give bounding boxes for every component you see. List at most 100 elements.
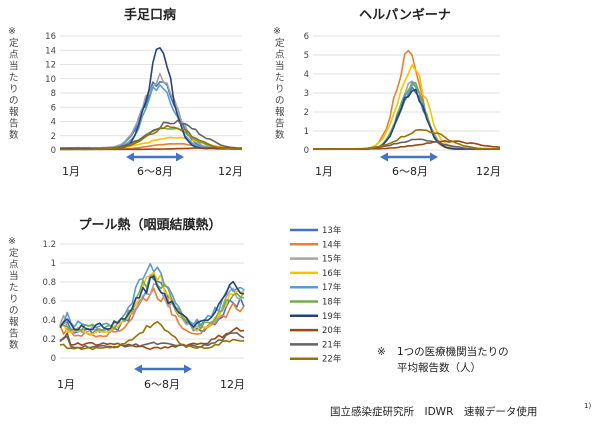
- series-line-15年: [60, 72, 243, 149]
- axis-hfmd: 0 2 4 6 8 10 12 14 16: [45, 32, 242, 156]
- ylabel-char: の: [275, 96, 285, 107]
- ylabel-char: た: [9, 283, 19, 294]
- legend-label: 13年: [322, 225, 342, 236]
- ylabel-char: 数: [9, 339, 19, 351]
- ylabel-char: 告: [9, 118, 19, 130]
- y-tick-label: 2: [304, 108, 309, 118]
- source: 国立感染症研究所 IDWR 速報データ使用 1): [330, 402, 591, 418]
- month-end-3: 12月: [220, 378, 245, 391]
- y-tick-label: 3: [304, 89, 309, 99]
- period-label-2: 6～8月: [392, 165, 428, 178]
- series-line-15年: [313, 80, 500, 150]
- legend-label: 14年: [322, 239, 342, 250]
- y-tick-label: 4: [51, 118, 56, 128]
- ylabel-char: 定: [9, 37, 19, 49]
- ylabel-char: 点: [9, 50, 19, 61]
- ylabel-char: 当: [275, 60, 285, 72]
- source-text: 国立感染症研究所 IDWR 速報データ使用: [330, 405, 537, 418]
- axis-pcf: 0 0.2 0.4 0.6 0.8 1 1.2: [42, 240, 244, 364]
- series-line-22年: [60, 124, 243, 151]
- period-label-3: 6～8月: [144, 378, 180, 391]
- ylabel-char: 定: [275, 37, 285, 49]
- arrow-period-2: [380, 152, 438, 162]
- legend-label: 16年: [322, 268, 342, 279]
- y-tick-label: 6: [51, 103, 56, 113]
- chart-title-herpangina: ヘルパンギーナ: [359, 7, 451, 23]
- note-line2: 平均報告数（人）: [397, 361, 481, 374]
- y-tick-label: 1.2: [42, 240, 56, 250]
- y-tick-label: 0.8: [42, 278, 56, 288]
- y-tick-label: 5: [304, 51, 309, 61]
- y-tick-label: 6: [304, 32, 309, 42]
- series-line-18年: [59, 273, 245, 332]
- month-start-2: 1月: [315, 165, 333, 178]
- legend-label: 19年: [322, 311, 342, 322]
- arrow-period-3: [134, 364, 192, 374]
- ylabel-char: 報: [275, 107, 285, 118]
- y-tick-label: 1: [51, 259, 56, 269]
- legend: 13年 14年 15年 16年 17年 18年 19年 20年 21年 22年: [290, 225, 342, 365]
- source-sup: 1): [584, 402, 591, 410]
- y-tick-label: 12: [45, 61, 56, 71]
- note-line1: 1つの医療機関当たりの: [397, 345, 509, 358]
- arrow-period-1: [126, 152, 184, 162]
- chart-title-pcf: プール熱（咽頭結膜熱）: [78, 217, 221, 233]
- ylabel-char: 報: [9, 317, 19, 328]
- ylabel-char: の: [9, 96, 19, 107]
- series-herpangina: [312, 49, 501, 150]
- chart-title-hfmd: 手足口病: [124, 7, 176, 23]
- note: ※ 1つの医療機関当たりの 平均報告数（人）: [377, 345, 509, 374]
- series-line-20年: [59, 326, 245, 351]
- ylabel-char: た: [9, 73, 19, 84]
- chart-hfmd: 手足口病 ※ 0 2 4 6 8 10 12 14 16 1月 12月 6～8月 定点当たりの報…: [8, 7, 243, 178]
- ylabel-mark-3: ※: [8, 236, 16, 247]
- y-tick-label: 0.2: [42, 335, 56, 345]
- series-line-19年: [59, 275, 245, 331]
- month-start-1: 1月: [62, 165, 80, 178]
- legend-label: 17年: [322, 282, 342, 293]
- y-tick-label: 8: [51, 89, 56, 99]
- ylabel-char: 点: [275, 50, 285, 61]
- y-tick-label: 0: [51, 354, 56, 364]
- month-end-2: 12月: [476, 165, 501, 178]
- ylabel-mark-1: ※: [8, 26, 16, 37]
- month-start-3: 1月: [57, 378, 75, 391]
- y-tick-label: 0: [304, 146, 309, 156]
- month-end-1: 12月: [218, 165, 243, 178]
- series-line-22年: [312, 128, 500, 150]
- chart-pcf: プール熱（咽頭結膜熱） ※ 0 0.2 0.4 0.6 0.8 1 1.2 1月 12月 6…: [8, 217, 245, 391]
- legend-label: 18年: [322, 297, 342, 308]
- series-hfmd: [59, 46, 243, 151]
- ylabel-char: 当: [9, 270, 19, 282]
- ylabel-char: 告: [9, 328, 19, 340]
- ylabel-char: 告: [275, 118, 285, 130]
- series-line-22年: [59, 320, 245, 351]
- ylabel-mark-2: ※: [273, 26, 281, 37]
- y-tick-label: 14: [45, 46, 56, 56]
- ylabel-char: た: [275, 73, 285, 84]
- series-pcf: [59, 262, 245, 351]
- series-line-17年: [59, 84, 242, 149]
- y-tick-label: 0: [51, 146, 56, 156]
- y-tick-label: 0.4: [42, 316, 56, 326]
- legend-label: 20年: [322, 325, 342, 336]
- legend-label: 22年: [322, 354, 342, 365]
- ylabel-char: 報: [9, 107, 19, 118]
- y-tick-label: 2: [51, 132, 56, 142]
- ylabel-char: 点: [9, 260, 19, 271]
- y-tick-label: 1: [304, 127, 309, 137]
- legend-label: 15年: [322, 254, 342, 265]
- ylabel-char: 数: [275, 129, 285, 141]
- note-mark: ※: [377, 346, 386, 358]
- series-line-21年: [59, 331, 245, 349]
- y-tick-label: 16: [45, 32, 56, 42]
- ylabel-char: 定: [9, 247, 19, 259]
- ylabel-char: 当: [9, 60, 19, 72]
- ylabel-char: の: [9, 306, 19, 317]
- y-tick-label: 10: [45, 75, 56, 85]
- ylabel-char: り: [275, 84, 285, 95]
- ylabel-char: り: [9, 294, 19, 305]
- y-tick-label: 4: [304, 70, 309, 80]
- series-line-14年: [313, 49, 500, 150]
